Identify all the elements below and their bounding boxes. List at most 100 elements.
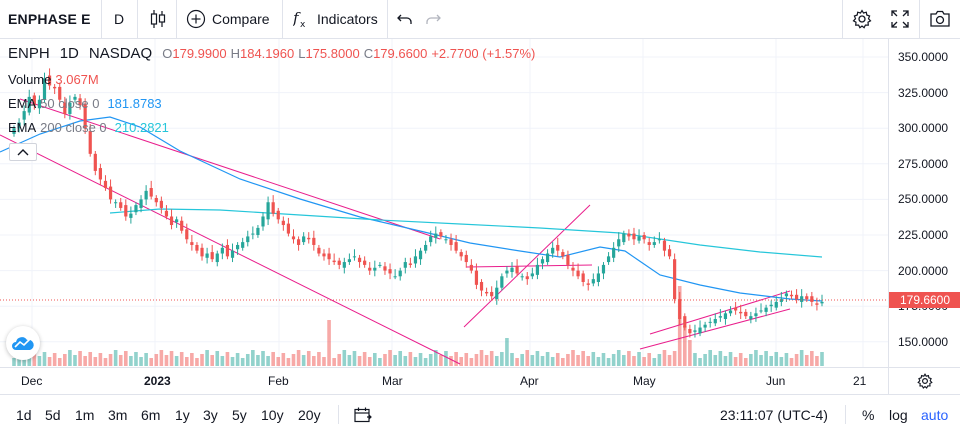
volume-bar [738,353,743,366]
range-20y-button[interactable]: 20y [298,406,321,423]
undo-button[interactable] [397,0,413,38]
volume-bar [88,352,93,366]
volume-bar [317,352,321,366]
volume-legend[interactable]: Volume 3.067M [8,72,99,87]
range-3y-button[interactable]: 3y [203,406,218,423]
log-scale-button[interactable]: log [889,406,908,423]
candle-body [612,247,616,258]
gear-icon [916,373,933,389]
candle-body [149,188,153,197]
volume-bar [682,326,687,366]
candle-body [728,310,733,314]
volume-bar [606,358,611,366]
candle-body [393,276,397,278]
volume-bar [804,355,809,366]
volume-bar [174,356,179,366]
candle-body [73,96,77,100]
redo-button[interactable] [425,0,441,38]
volume-bar [347,355,352,366]
range-6m-button[interactable]: 6m [141,406,161,423]
candle-body [246,236,250,243]
candle-body [93,153,97,171]
candle-body [718,316,722,318]
candle-body [220,247,224,254]
range-5y-button[interactable]: 5y [232,406,247,423]
candle-body [42,78,47,100]
candle-body [500,276,504,288]
volume-bar [337,354,342,366]
volume-bar [657,354,662,366]
ema200-legend[interactable]: EMA 200 close 0 210.2821 [8,120,169,135]
range-5d-button[interactable]: 5d [45,406,61,423]
legend-open-key: O [162,46,173,61]
volume-bar [286,358,291,366]
axis-settings-button[interactable] [888,367,960,394]
candle-body [286,223,291,234]
volume-bar [591,352,596,366]
volume-bar [718,351,723,366]
volume-bar [393,355,397,366]
legend-low-value: 175.8000 [305,46,360,61]
volume-bar [240,358,245,366]
candle-body [657,239,661,241]
time-axis[interactable]: Dec 2023 Feb Mar Apr May Jun 21 [0,367,888,394]
volume-bar [423,358,428,366]
fullscreen-button[interactable] [891,0,909,38]
volume-bar [525,350,530,366]
volume-bar [200,354,204,366]
candle-body [606,256,611,263]
range-1d-button[interactable]: 1d [16,406,32,423]
range-10y-button[interactable]: 10y [261,406,284,423]
candle-body [200,247,204,257]
volume-bar [215,351,220,366]
candle-body [373,267,377,271]
candle-body [673,259,677,300]
price-chart[interactable] [0,39,888,367]
chart-pane[interactable] [0,39,888,367]
ema50-line [0,116,823,302]
range-3m-button[interactable]: 3m [108,406,128,423]
volume-bar [388,350,392,366]
volume-bar [327,320,331,366]
volume-bar [266,356,270,366]
date-range-button[interactable] [354,395,372,433]
legend-exchange: NASDAQ [88,45,153,62]
range-1m-button[interactable]: 1m [75,406,95,423]
candle-body [53,86,57,89]
bottom-toolbar: 1d 5d 1m 3m 6m 1y 3y 5y 10y 20y 23:11:07… [0,394,960,433]
candle-body [37,99,42,109]
ema50-legend[interactable]: EMA 50 close 0 181.8783 [8,96,162,111]
symbol-search-button[interactable]: ENPHASE E [8,11,91,27]
snapshot-button[interactable] [929,0,951,38]
candle-body [266,202,270,220]
legend-collapse-button[interactable] [9,143,37,161]
candle-body [22,111,26,120]
volume-bar [225,352,230,366]
volume-bar [149,358,154,366]
clock-timezone-button[interactable]: 23:11:07 (UTC-4) [720,406,828,423]
compare-button[interactable]: Compare [186,0,270,38]
volume-bar [373,353,377,366]
chart-type-button[interactable] [150,0,166,38]
candle-body [32,95,36,106]
candle-body [114,202,118,204]
volume-bar [489,351,494,366]
volume-bar [698,358,702,366]
candle-body [505,270,509,274]
interval-button[interactable]: D [114,11,125,27]
settings-button[interactable] [852,0,872,38]
candle-body [291,236,296,240]
gear-icon [852,9,872,29]
candle-body [78,98,82,106]
auto-scale-button[interactable]: auto [921,406,949,423]
percent-scale-button[interactable]: % [862,406,875,423]
tradingview-logo-button[interactable] [6,326,40,360]
candle-body [357,257,362,263]
range-1y-button[interactable]: 1y [175,406,190,423]
volume-bar [530,355,535,366]
volume-bar [134,352,138,366]
volume-bar [103,358,108,366]
price-axis[interactable]: 350.0000 325.0000 300.0000 275.0000 250.0000… [888,39,960,367]
candle-body [622,233,626,243]
